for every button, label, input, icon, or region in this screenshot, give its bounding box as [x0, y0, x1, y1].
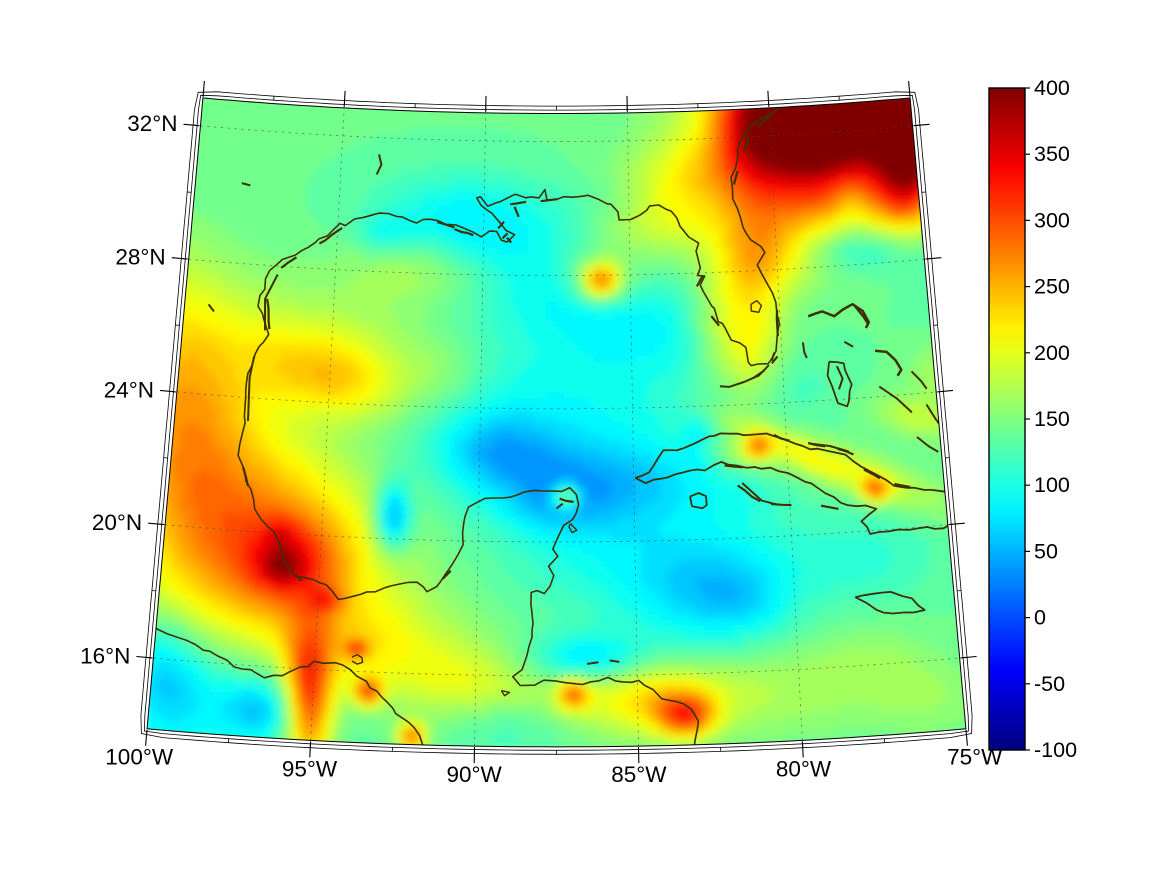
svg-text:-50: -50: [1034, 672, 1065, 696]
svg-text:95°W: 95°W: [282, 756, 338, 781]
svg-text:350: 350: [1034, 142, 1070, 166]
svg-text:80°W: 80°W: [776, 756, 832, 781]
svg-text:100°W: 100°W: [105, 745, 174, 770]
svg-text:90°W: 90°W: [446, 762, 502, 787]
svg-text:50: 50: [1034, 539, 1058, 563]
svg-text:32°N: 32°N: [127, 111, 177, 136]
svg-text:16°N: 16°N: [80, 644, 130, 669]
svg-text:300: 300: [1034, 208, 1070, 232]
svg-text:-100: -100: [1034, 738, 1077, 762]
svg-text:28°N: 28°N: [115, 245, 165, 270]
svg-text:100: 100: [1034, 473, 1070, 497]
svg-text:250: 250: [1034, 275, 1070, 299]
svg-text:0: 0: [1034, 606, 1046, 630]
svg-text:20°N: 20°N: [92, 510, 142, 535]
svg-text:150: 150: [1034, 407, 1070, 431]
svg-text:200: 200: [1034, 341, 1070, 365]
svg-text:24°N: 24°N: [104, 377, 154, 402]
svg-text:400: 400: [1034, 76, 1070, 100]
svg-text:85°W: 85°W: [611, 762, 667, 787]
